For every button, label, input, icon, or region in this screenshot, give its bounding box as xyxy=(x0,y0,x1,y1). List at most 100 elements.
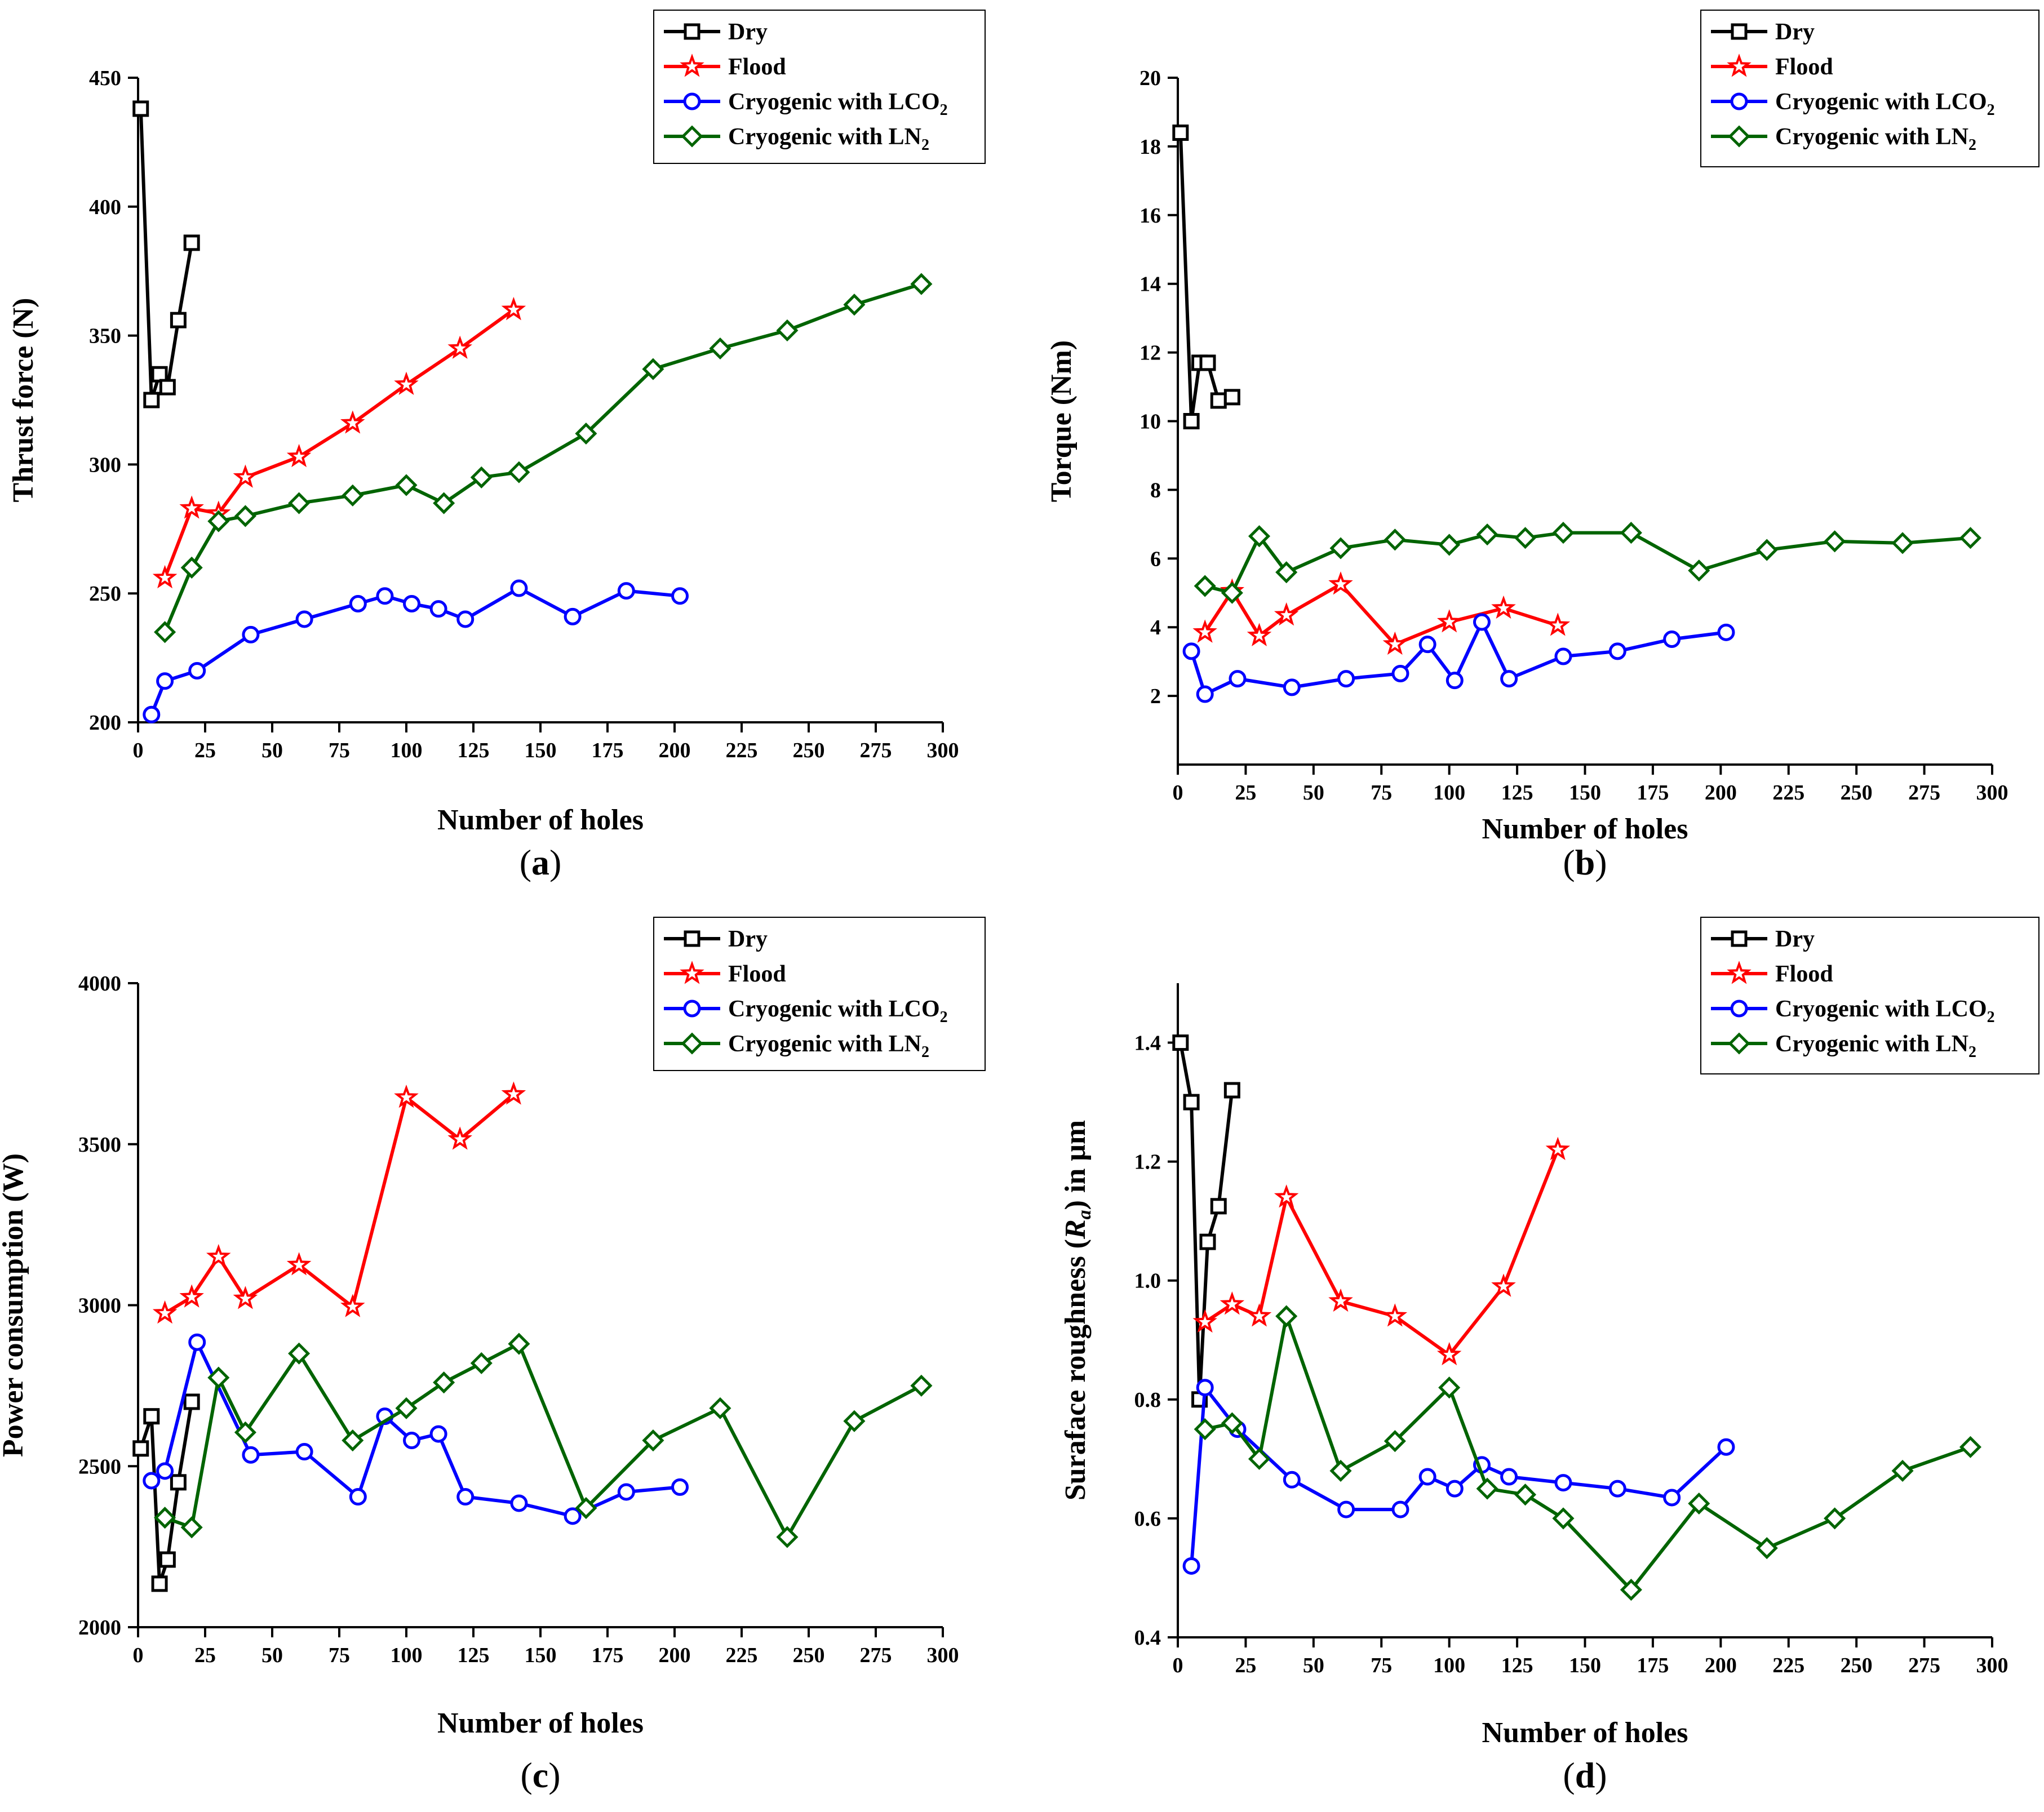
legend-marker-dry xyxy=(684,23,700,40)
legend-label: Cryogenic with LCO2 xyxy=(728,89,948,119)
x-tick-label: 75 xyxy=(329,739,350,762)
data-point-lco2 xyxy=(403,1432,421,1450)
data-point-ln2 xyxy=(776,319,799,341)
data-point-ln2 xyxy=(1438,534,1461,556)
data-point-ln2 xyxy=(709,1397,731,1419)
x-tick-label: 250 xyxy=(793,1644,825,1667)
y-tick-label: 1.2 xyxy=(1134,1151,1161,1174)
legend-item-lco2: Cryogenic with LCO2 xyxy=(664,996,948,1026)
x-tick-label: 300 xyxy=(1976,781,2008,805)
panel-label: (b) xyxy=(1563,842,1607,882)
data-point-ln2 xyxy=(508,1333,530,1355)
x-tick-label: 75 xyxy=(1371,1654,1392,1677)
data-point-lco2 xyxy=(156,1462,174,1480)
legend-label: Cryogenic with LCO2 xyxy=(1775,996,1995,1026)
data-point-dry xyxy=(143,392,160,408)
data-point-ln2 xyxy=(1275,1305,1298,1327)
data-point-ln2 xyxy=(910,1374,933,1397)
data-point-lco2 xyxy=(1500,670,1518,688)
data-point-flood xyxy=(340,410,365,434)
panel-label: (c) xyxy=(520,1755,560,1795)
data-point-ln2 xyxy=(1891,532,1914,554)
data-point-lco2 xyxy=(188,1333,206,1351)
data-point-ln2 xyxy=(1384,528,1406,551)
x-tick-label: 275 xyxy=(1908,1654,1940,1677)
data-point-ln2 xyxy=(154,1507,176,1529)
data-point-ln2 xyxy=(1476,523,1498,546)
data-point-ln2 xyxy=(1476,1477,1498,1500)
series-line-ln2 xyxy=(1204,531,1971,595)
series-line-ln2 xyxy=(164,1342,923,1539)
data-point-flood xyxy=(394,371,419,396)
data-point-lco2 xyxy=(1182,1557,1200,1575)
data-point-flood xyxy=(501,296,526,321)
data-point-ln2 xyxy=(1688,559,1710,582)
data-point-lco2 xyxy=(429,1425,447,1443)
data-point-flood xyxy=(501,1081,526,1105)
data-point-lco2 xyxy=(1500,1468,1518,1486)
series-dry xyxy=(132,100,200,408)
legend-marker-lco2 xyxy=(1730,92,1748,110)
legend-marker-lco2 xyxy=(1730,1000,1748,1018)
data-point-flood xyxy=(1382,631,1408,655)
data-point-lco2 xyxy=(143,1472,161,1490)
data-point-ln2 xyxy=(1329,1459,1352,1482)
series-line-ln2 xyxy=(1204,1314,1971,1592)
legend-item-ln2: Cryogenic with LN2 xyxy=(1711,124,1976,154)
x-tick-label: 125 xyxy=(1501,1654,1533,1677)
data-point-lco2 xyxy=(429,600,447,618)
x-tick-label: 175 xyxy=(592,739,624,762)
data-point-lco2 xyxy=(349,595,367,613)
series-dry xyxy=(132,1393,200,1592)
y-tick-label: 1.4 xyxy=(1134,1032,1161,1055)
data-point-lco2 xyxy=(1391,1500,1409,1518)
x-axis-title: Number of holes xyxy=(437,804,644,836)
y-tick-label: 8 xyxy=(1150,478,1161,502)
legend-marker-flood xyxy=(1727,54,1752,77)
data-point-ln2 xyxy=(288,1342,311,1365)
data-point-ln2 xyxy=(1514,1484,1537,1506)
x-tick-label: 150 xyxy=(525,739,557,762)
series-line-lco2 xyxy=(150,1340,680,1518)
data-point-ln2 xyxy=(1755,1537,1778,1560)
x-tick-label: 125 xyxy=(458,1644,490,1667)
legend-label: Dry xyxy=(1775,19,1815,45)
data-point-dry xyxy=(1199,354,1216,371)
legend-label: Flood xyxy=(728,961,786,987)
legend-label: Cryogenic with LN2 xyxy=(1775,124,1976,154)
data-point-ln2 xyxy=(1248,1447,1271,1470)
data-point-ln2 xyxy=(207,510,230,532)
data-point-lco2 xyxy=(617,1483,635,1501)
y-tick-label: 450 xyxy=(89,66,121,90)
data-point-dry xyxy=(1183,413,1200,429)
legend-item-ln2: Cryogenic with LN2 xyxy=(664,124,929,154)
y-tick-label: 0.4 xyxy=(1134,1626,1161,1650)
data-point-dry xyxy=(1172,125,1189,141)
series-flood xyxy=(152,296,526,589)
data-point-flood xyxy=(447,1126,472,1150)
data-point-flood xyxy=(1436,1342,1462,1366)
data-point-lco2 xyxy=(1554,647,1572,665)
data-point-dry xyxy=(1210,392,1227,409)
data-point-flood xyxy=(233,464,258,488)
x-tick-label: 25 xyxy=(1235,781,1256,805)
y-tick-label: 400 xyxy=(89,196,121,219)
data-point-dry xyxy=(1172,1034,1189,1051)
y-tick-label: 12 xyxy=(1140,341,1161,365)
data-point-ln2 xyxy=(1384,1430,1406,1453)
data-point-lco2 xyxy=(1196,1379,1214,1397)
data-point-lco2 xyxy=(1337,670,1355,688)
data-point-lco2 xyxy=(1283,678,1301,696)
x-tick-label: 50 xyxy=(261,739,283,762)
data-point-lco2 xyxy=(1391,664,1409,682)
legend-item-flood: Flood xyxy=(1711,961,1833,987)
x-tick-label: 225 xyxy=(1772,781,1804,805)
data-point-ln2 xyxy=(180,556,203,579)
data-point-lco2 xyxy=(295,1443,313,1461)
data-point-flood xyxy=(1545,1136,1571,1161)
legend-label: Dry xyxy=(728,19,768,45)
legend-item-ln2: Cryogenic with LN2 xyxy=(664,1031,929,1061)
x-tick-label: 225 xyxy=(1772,1654,1804,1677)
legend-marker-dry xyxy=(1731,930,1748,947)
x-tick-label: 200 xyxy=(659,1644,691,1667)
